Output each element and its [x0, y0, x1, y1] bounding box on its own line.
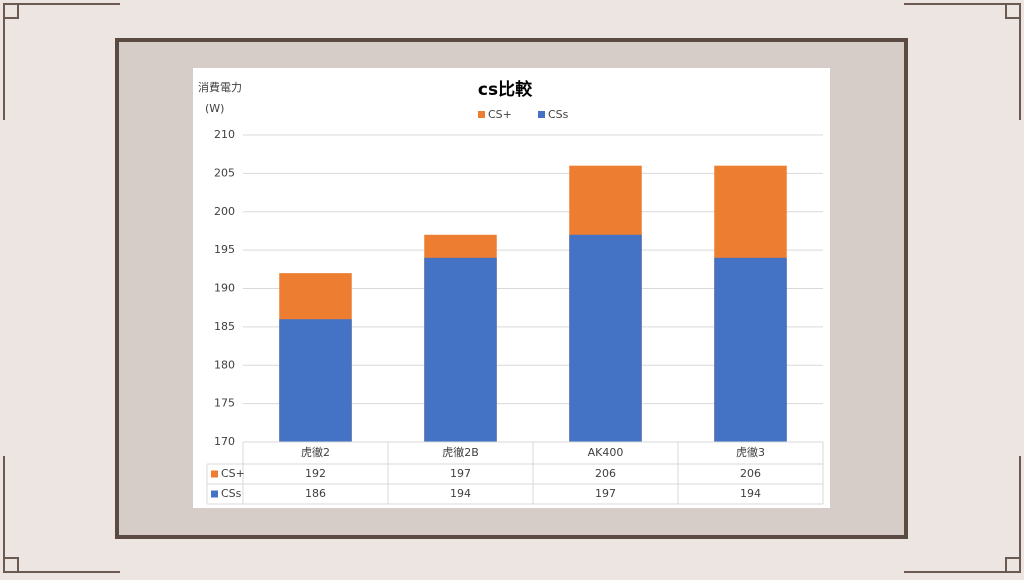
bar [714, 257, 787, 442]
bar [424, 257, 497, 442]
y-tick-label: 180 [214, 358, 235, 371]
y-tick-label: 175 [214, 397, 235, 410]
table-value: 186 [305, 487, 326, 500]
x-tick-label: 虎徹2B [442, 445, 479, 459]
bar [279, 319, 352, 442]
table-value: 192 [305, 467, 326, 480]
y-tick-label: 205 [214, 166, 235, 179]
table-legend-key [211, 490, 218, 498]
table-value: 206 [740, 467, 761, 480]
x-tick-label: 虎徹3 [736, 445, 765, 459]
y-tick-label: 200 [214, 205, 235, 218]
x-tick-label: 虎徹2 [301, 445, 330, 459]
y-axis-label: (W) [205, 102, 224, 115]
y-tick-label: 195 [214, 243, 235, 256]
legend-key [538, 111, 545, 118]
table-row-label: CSs [221, 487, 242, 500]
table-row-label: CS+ [221, 467, 245, 480]
table-value: 194 [740, 487, 761, 500]
y-axis-label: 消費電力 [198, 80, 242, 94]
legend-key [478, 111, 485, 118]
y-tick-label: 210 [214, 128, 235, 141]
table-value: 194 [450, 487, 471, 500]
x-tick-label: AK400 [588, 446, 624, 459]
legend-label: CSs [548, 108, 569, 121]
chart-title: cs比較 [478, 79, 533, 100]
y-tick-label: 185 [214, 320, 235, 333]
bar [569, 234, 642, 442]
y-tick-label: 170 [214, 435, 235, 448]
y-tick-label: 190 [214, 282, 235, 295]
decorative-frame [3, 3, 1021, 573]
legend-label: CS+ [488, 108, 512, 121]
table-value: 197 [450, 467, 471, 480]
table-value: 206 [595, 467, 616, 480]
table-value: 197 [595, 487, 616, 500]
table-legend-key [211, 470, 218, 478]
